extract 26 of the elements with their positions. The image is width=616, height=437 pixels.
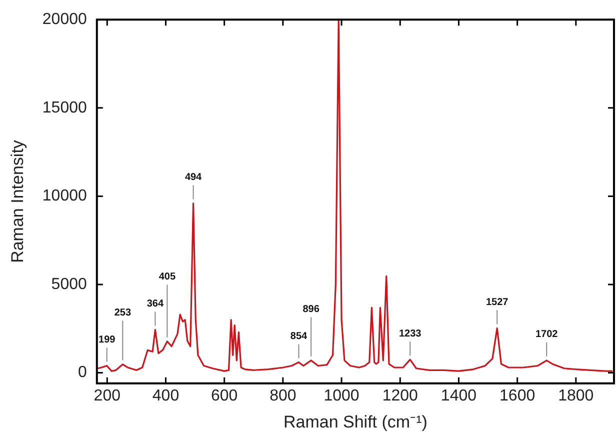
y-axis-title: Raman Intensity xyxy=(8,140,27,263)
y-tick-label: 15000 xyxy=(42,99,87,116)
x-tick-label: 1600 xyxy=(500,387,536,404)
annotation: 1702 xyxy=(535,329,558,340)
x-tick-label: 1200 xyxy=(382,387,418,404)
annotation: 1233 xyxy=(398,328,422,340)
x-tick-label: 1000 xyxy=(324,387,360,404)
x-tick-label: 800 xyxy=(270,387,296,404)
annotation: 494 xyxy=(184,172,202,184)
annotation: 405 xyxy=(158,271,176,282)
annotation: 854 xyxy=(290,330,308,342)
x-tick-label: 1400 xyxy=(440,387,477,404)
annotation: 253 xyxy=(114,307,132,318)
annotation: 199 xyxy=(98,334,116,346)
annotation: 1527 xyxy=(486,296,509,308)
annotation: 896 xyxy=(302,304,320,315)
y-tick-label: 10000 xyxy=(42,188,87,205)
x-tick-label: 200 xyxy=(94,387,121,404)
annotation: 364 xyxy=(146,298,164,310)
x-axis-title: Raman Shift (cm⁻¹) xyxy=(283,412,428,432)
y-tick-label: 20000 xyxy=(42,11,87,28)
x-tick-label: 400 xyxy=(152,387,180,404)
y-tick-label: 5000 xyxy=(51,276,87,293)
x-tick-label: 600 xyxy=(210,387,238,404)
y-tick-label: 0 xyxy=(78,364,87,382)
x-tick-label: 1800 xyxy=(558,387,594,404)
